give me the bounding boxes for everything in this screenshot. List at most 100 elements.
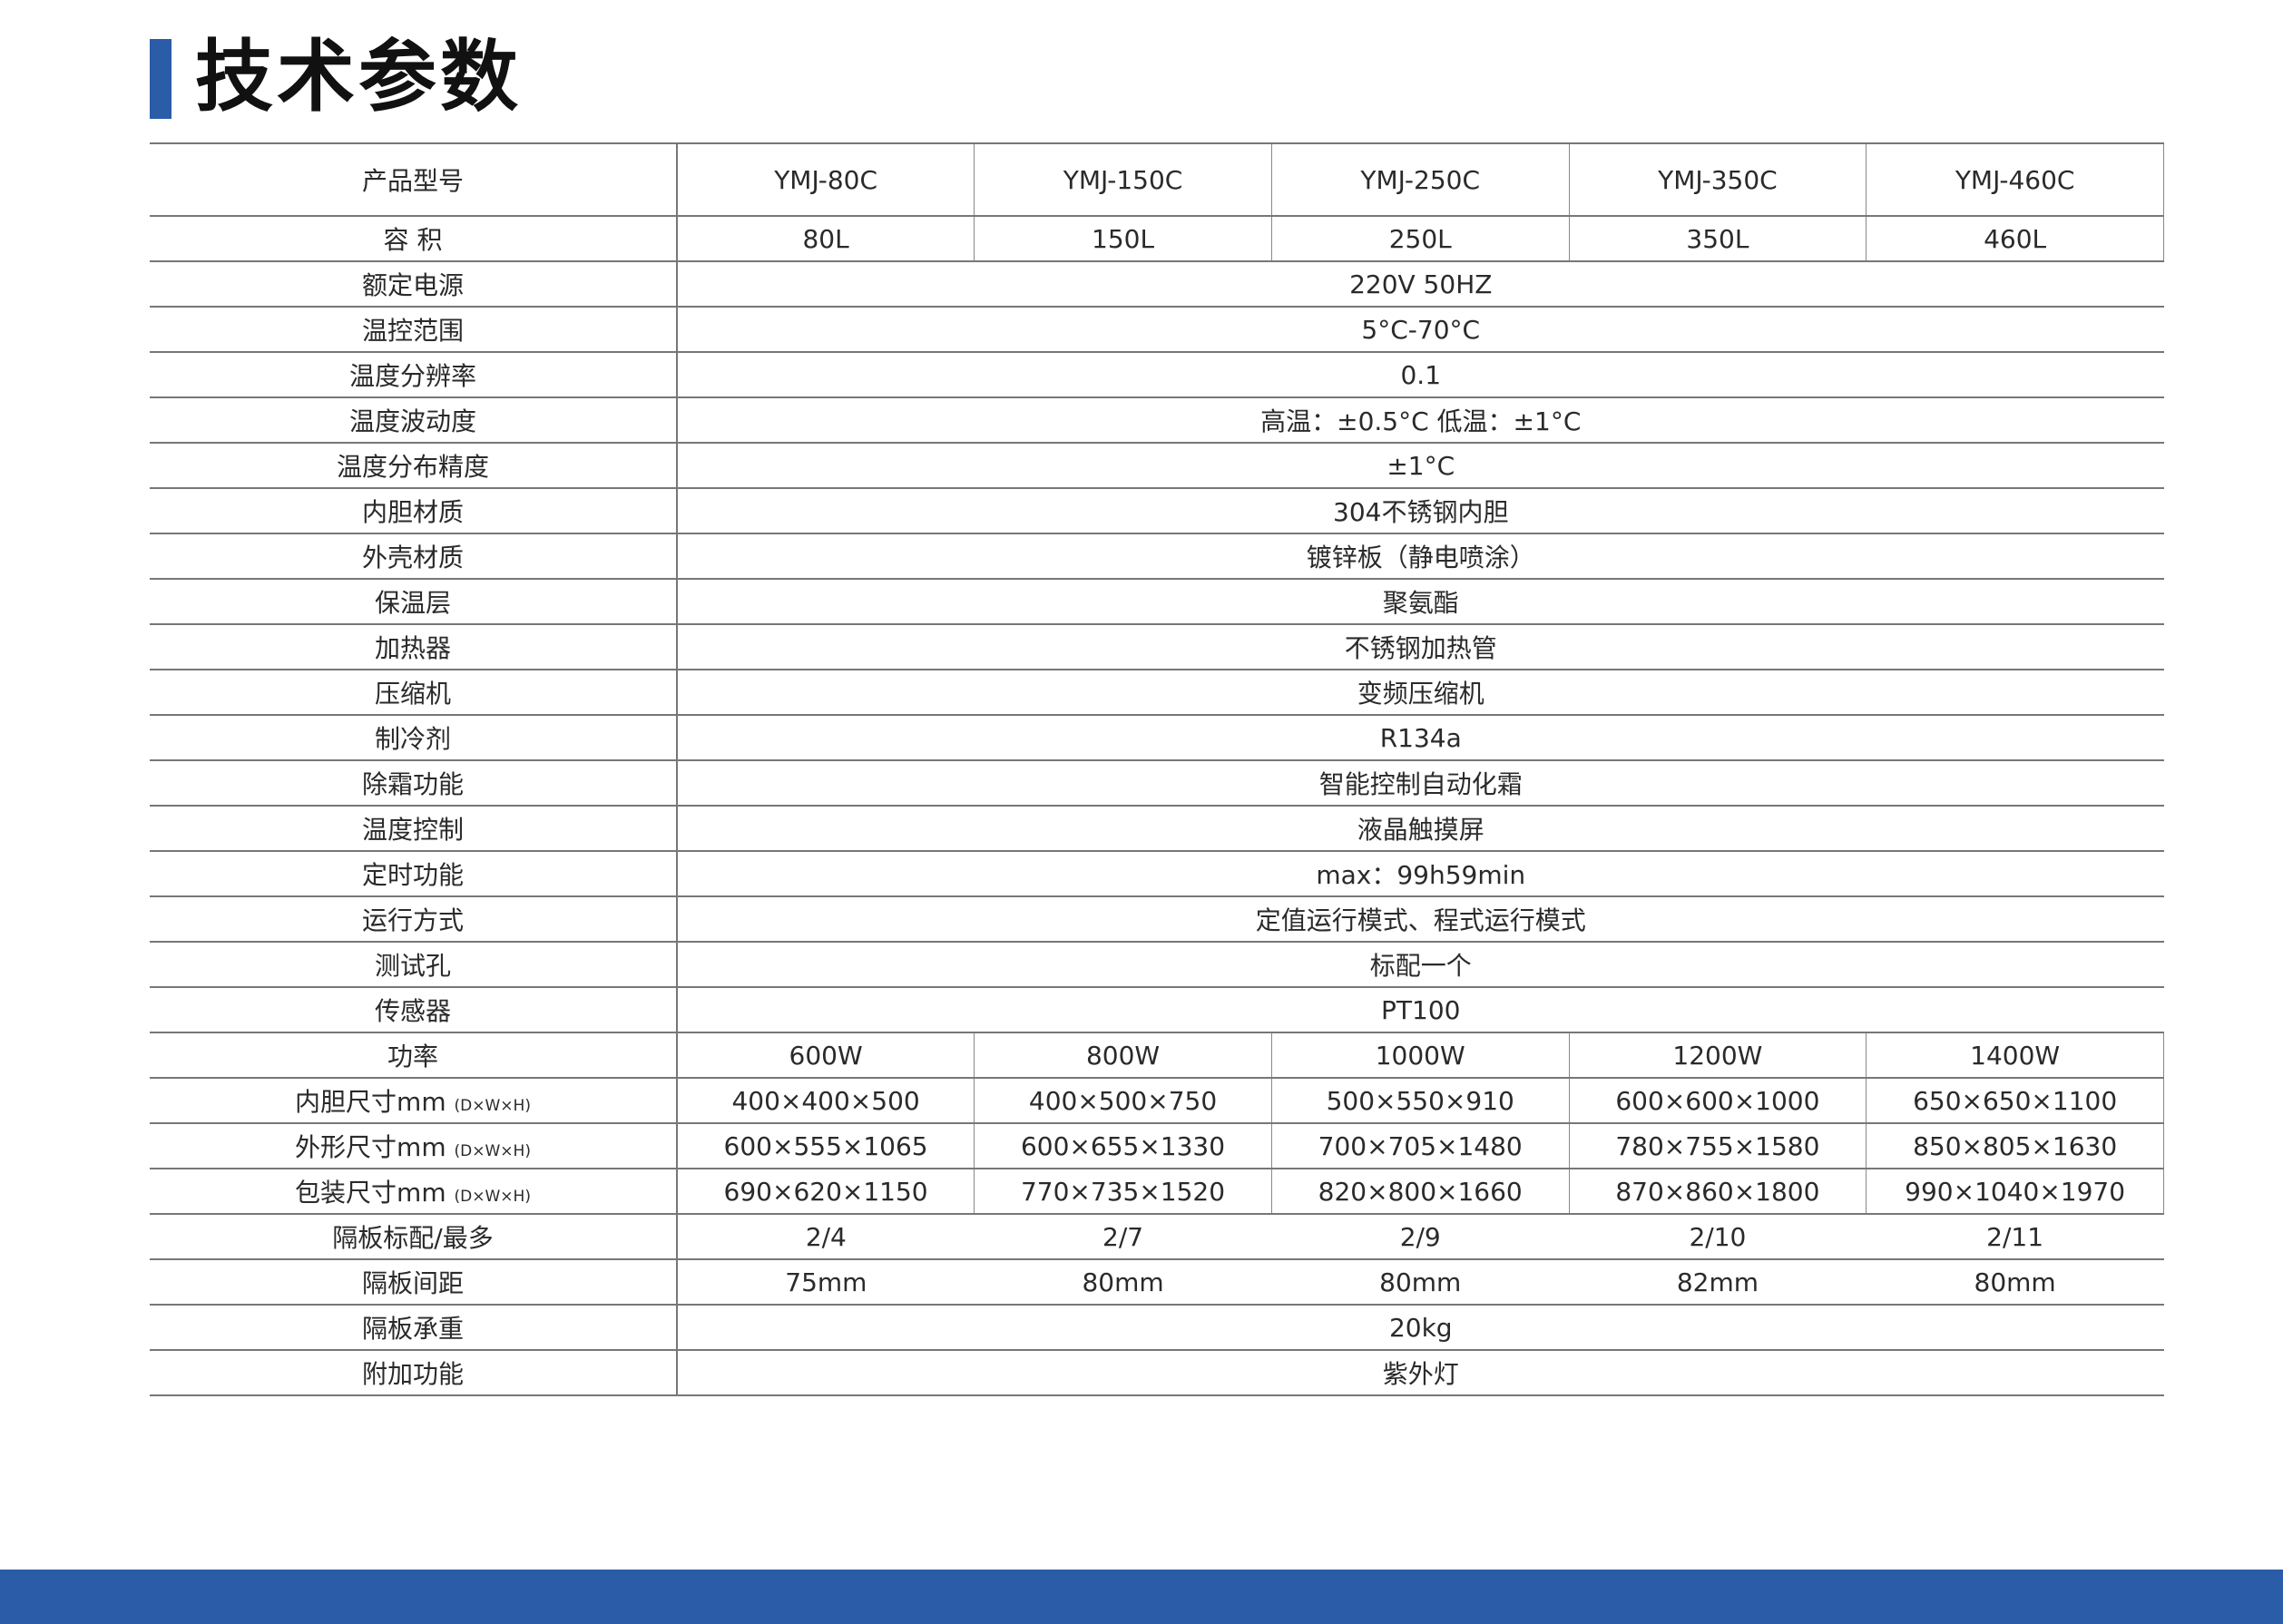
cell-value: 990×1040×1970 — [1866, 1168, 2164, 1215]
cell-value: 350L — [1568, 215, 1867, 262]
cell-value: 高温：±0.5°C 低温：±1°C — [677, 396, 2164, 444]
table-row: 温控范围 5°C-70°C — [150, 306, 2164, 353]
row-label: 保温层 — [150, 578, 678, 625]
cell-value: 80mm — [1271, 1258, 1570, 1306]
unit-label: (D×W×H) — [454, 1188, 531, 1206]
cell-value: YMJ-460C — [1866, 142, 2164, 217]
table-row: 压缩机 变频压缩机 — [150, 669, 2164, 716]
cell-value: 400×500×750 — [974, 1077, 1272, 1124]
row-label: 温度波动度 — [150, 396, 678, 444]
cell-value: 5°C-70°C — [677, 306, 2164, 353]
cell-value: 600W — [676, 1032, 975, 1079]
cell-value: 650×650×1100 — [1866, 1077, 2164, 1124]
row-label: 制冷剂 — [150, 714, 678, 761]
cell-value: 500×550×910 — [1270, 1077, 1570, 1124]
table-row: 额定电源 220V 50HZ — [150, 260, 2164, 308]
table-row: 隔板承重 20kg — [150, 1304, 2164, 1351]
table-row: 测试孔 标配一个 — [150, 941, 2164, 988]
row-label: 内胆材质 — [150, 487, 678, 534]
table-row: 隔板标配/最多 2/4 2/7 2/9 2/10 2/11 — [150, 1213, 2164, 1260]
table-row: 除霜功能 智能控制自动化霜 — [150, 759, 2164, 807]
table-row: 温度分辨率 0.1 — [150, 351, 2164, 398]
table-row: 运行方式 定值运行模式、程式运行模式 — [150, 895, 2164, 943]
cell-value: 变频压缩机 — [677, 669, 2164, 716]
cell-value: 770×735×1520 — [974, 1168, 1272, 1215]
row-label: 外形尺寸mm (D×W×H) — [150, 1122, 678, 1169]
cell-value: 不锈钢加热管 — [677, 623, 2164, 670]
row-label: 定时功能 — [150, 850, 678, 897]
cell-value: 20kg — [677, 1304, 2164, 1351]
page-title: 技术参数 — [195, 32, 522, 122]
table-row: 产品型号 YMJ-80C YMJ-150C YMJ-250C YMJ-350C YMJ-4… — [150, 142, 2164, 217]
cell-value: 标配一个 — [677, 941, 2164, 988]
row-label: 附加功能 — [150, 1349, 678, 1396]
cell-value: 75mm — [677, 1258, 975, 1306]
cell-value: 0.1 — [677, 351, 2164, 398]
cell-value: YMJ-350C — [1568, 142, 1867, 217]
cell-value: 液晶触摸屏 — [677, 805, 2164, 852]
cell-value: 304不锈钢内胆 — [677, 487, 2164, 534]
cell-value: 2/7 — [974, 1213, 1272, 1260]
row-label: 压缩机 — [150, 669, 678, 716]
table-row: 加热器 不锈钢加热管 — [150, 623, 2164, 670]
row-label: 运行方式 — [150, 895, 678, 943]
table-row: 制冷剂 R134a — [150, 714, 2164, 761]
row-label: 隔板承重 — [150, 1304, 678, 1351]
table-row: 附加功能 紫外灯 — [150, 1349, 2164, 1396]
cell-value: 2/9 — [1271, 1213, 1570, 1260]
cell-value: 镀锌板（静电喷涂） — [677, 533, 2164, 580]
cell-value: 690×620×1150 — [676, 1168, 975, 1215]
row-label: 额定电源 — [150, 260, 678, 308]
cell-value: 定值运行模式、程式运行模式 — [677, 895, 2164, 943]
cell-value: YMJ-80C — [676, 142, 975, 217]
table-row: 容 积 80L 150L 250L 350L 460L — [150, 215, 2164, 262]
row-label: 内胆尺寸mm (D×W×H) — [150, 1077, 678, 1124]
cell-value: 80mm — [974, 1258, 1272, 1306]
row-label: 除霜功能 — [150, 759, 678, 807]
cell-value: 紫外灯 — [677, 1349, 2164, 1396]
table-row: 温度控制 液晶触摸屏 — [150, 805, 2164, 852]
row-label: 容 积 — [150, 215, 678, 262]
table-row: 温度波动度 高温：±0.5°C 低温：±1°C — [150, 396, 2164, 444]
cell-value: 780×755×1580 — [1568, 1122, 1867, 1169]
cell-value: 聚氨酯 — [677, 578, 2164, 625]
cell-value: PT100 — [677, 986, 2164, 1033]
row-label: 温度分辨率 — [150, 351, 678, 398]
cell-value: 250L — [1270, 215, 1570, 262]
cell-value: 600×555×1065 — [676, 1122, 975, 1169]
row-label: 包装尺寸mm (D×W×H) — [150, 1168, 678, 1215]
row-label: 隔板标配/最多 — [150, 1213, 678, 1260]
cell-value: 80L — [676, 215, 975, 262]
cell-value: 82mm — [1569, 1258, 1867, 1306]
table-row: 传感器 PT100 — [150, 986, 2164, 1033]
row-label: 温度分布精度 — [150, 442, 678, 489]
row-label: 功率 — [150, 1032, 678, 1079]
row-label: 温度控制 — [150, 805, 678, 852]
row-label: 产品型号 — [150, 142, 678, 217]
cell-value: 850×805×1630 — [1866, 1122, 2164, 1169]
cell-value: R134a — [677, 714, 2164, 761]
cell-value: 2/10 — [1569, 1213, 1867, 1260]
table-row: 功率 600W 800W 1000W 1200W 1400W — [150, 1032, 2164, 1079]
table-row: 定时功能 max：99h59min — [150, 850, 2164, 897]
table-row: 外壳材质 镀锌板（静电喷涂） — [150, 533, 2164, 580]
cell-value: 1400W — [1866, 1032, 2164, 1079]
cell-value: 600×600×1000 — [1568, 1077, 1867, 1124]
cell-value: 2/4 — [677, 1213, 975, 1260]
cell-value: YMJ-250C — [1270, 142, 1570, 217]
cell-value: ±1°C — [677, 442, 2164, 489]
cell-value: 700×705×1480 — [1270, 1122, 1570, 1169]
table-row: 内胆材质 304不锈钢内胆 — [150, 487, 2164, 534]
cell-value: 2/11 — [1866, 1213, 2164, 1260]
cell-value: 1000W — [1270, 1032, 1570, 1079]
cell-value: 智能控制自动化霜 — [677, 759, 2164, 807]
cell-value: 870×860×1800 — [1568, 1168, 1867, 1215]
title-accent-bar — [150, 39, 171, 119]
unit-label: (D×W×H) — [454, 1142, 531, 1160]
unit-label: (D×W×H) — [454, 1097, 531, 1115]
table-row: 内胆尺寸mm (D×W×H) 400×400×500 400×500×750 500×… — [150, 1077, 2164, 1124]
cell-value: 460L — [1866, 215, 2164, 262]
cell-value: 820×800×1660 — [1270, 1168, 1570, 1215]
table-row: 隔板间距 75mm 80mm 80mm 82mm 80mm — [150, 1258, 2164, 1306]
row-label: 外壳材质 — [150, 533, 678, 580]
